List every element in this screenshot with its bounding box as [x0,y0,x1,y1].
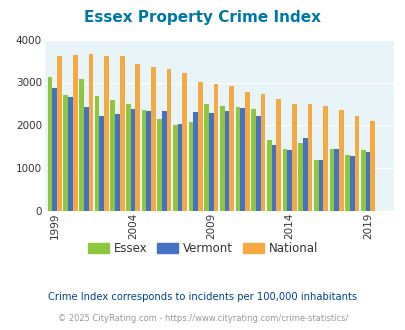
Bar [313,160,318,211]
Bar [260,94,265,211]
Bar [282,149,287,211]
Bar [104,56,109,211]
Bar [52,88,57,211]
Bar [182,74,187,211]
Bar [240,108,245,211]
Bar [157,118,162,211]
Bar [354,116,358,211]
Bar [83,107,88,211]
Bar [271,145,276,211]
Bar [173,124,177,211]
Bar [365,152,369,211]
Bar [302,138,307,211]
Bar [204,104,209,211]
Bar [213,84,218,211]
Bar [126,104,130,211]
Bar [276,99,280,211]
Bar [344,155,349,211]
Bar [291,104,296,211]
Text: © 2025 CityRating.com - https://www.cityrating.com/crime-statistics/: © 2025 CityRating.com - https://www.city… [58,314,347,323]
Legend: Essex, Vermont, National: Essex, Vermont, National [83,237,322,260]
Bar [360,150,365,211]
Bar [198,82,202,211]
Bar [298,144,302,211]
Bar [235,107,240,211]
Bar [318,160,322,211]
Bar [188,122,193,211]
Bar [333,149,338,211]
Bar [130,109,135,211]
Bar [177,124,182,211]
Bar [229,85,234,211]
Bar [193,112,198,211]
Bar [349,156,354,211]
Bar [48,77,52,211]
Bar [79,79,83,211]
Bar [322,106,327,211]
Bar [224,111,229,211]
Bar [338,110,343,211]
Bar [162,111,166,211]
Text: Essex Property Crime Index: Essex Property Crime Index [84,10,321,25]
Bar [256,116,260,211]
Bar [266,140,271,211]
Bar [115,114,119,211]
Bar [94,96,99,211]
Bar [119,56,124,211]
Bar [110,100,115,211]
Bar [220,106,224,211]
Bar [166,69,171,211]
Bar [72,55,77,211]
Bar [63,94,68,211]
Bar [68,97,72,211]
Bar [151,67,156,211]
Bar [141,110,146,211]
Bar [88,54,93,211]
Bar [146,111,151,211]
Bar [287,150,291,211]
Text: Crime Index corresponds to incidents per 100,000 inhabitants: Crime Index corresponds to incidents per… [48,292,357,302]
Bar [369,121,374,211]
Bar [99,116,104,211]
Bar [209,114,213,211]
Bar [251,109,256,211]
Bar [135,64,140,211]
Bar [307,104,311,211]
Bar [329,149,333,211]
Bar [245,92,249,211]
Bar [57,56,62,211]
